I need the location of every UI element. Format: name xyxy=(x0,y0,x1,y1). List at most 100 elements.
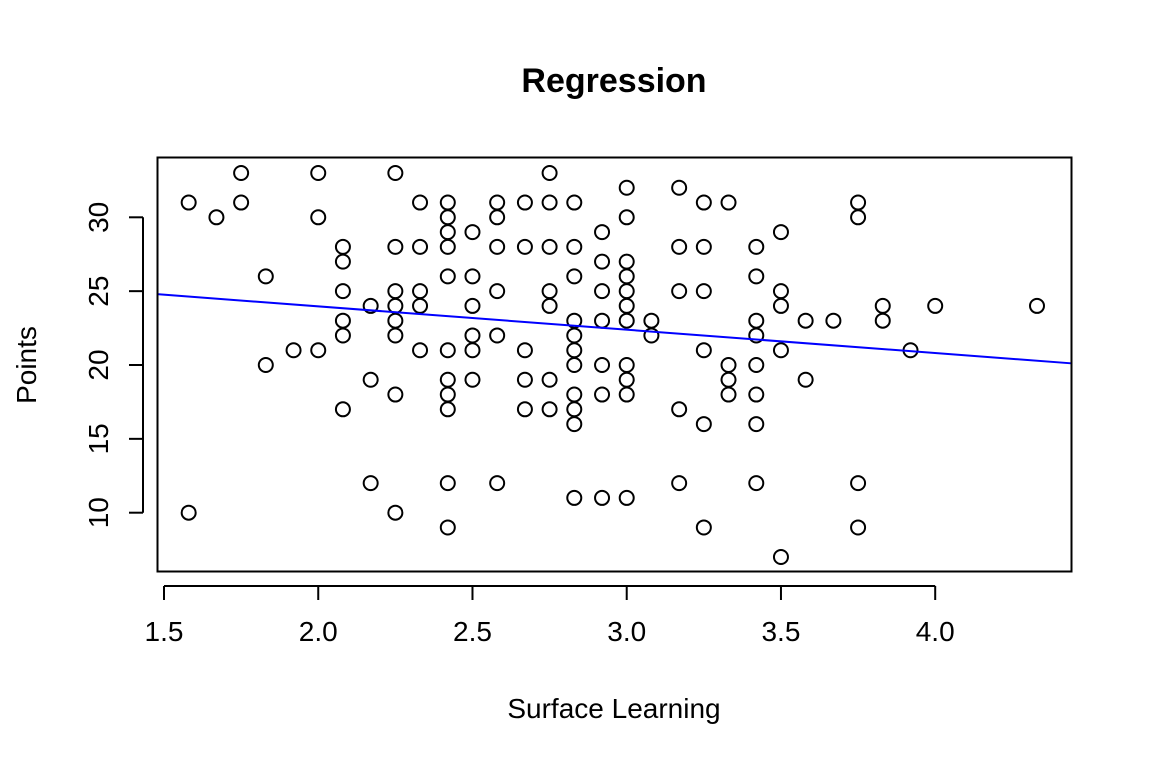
data-point xyxy=(387,165,404,181)
data-point xyxy=(541,371,558,388)
data-point xyxy=(412,283,429,300)
data-point xyxy=(618,371,635,388)
y-tick-label: 25 xyxy=(83,276,114,307)
y-axis-label: Points xyxy=(11,326,42,404)
data-point xyxy=(566,386,583,403)
data-point xyxy=(618,357,635,373)
data-point xyxy=(310,342,327,359)
data-point xyxy=(825,312,842,329)
data-point xyxy=(671,401,688,418)
data-point xyxy=(387,283,404,300)
data-point xyxy=(748,268,765,285)
data-point xyxy=(671,238,688,255)
data-point xyxy=(516,342,533,359)
data-point xyxy=(464,371,481,388)
data-point xyxy=(748,475,765,492)
data-point xyxy=(541,283,558,300)
data-point xyxy=(618,489,635,506)
data-point xyxy=(387,327,404,344)
data-point xyxy=(874,297,891,314)
y-tick-label: 20 xyxy=(83,349,114,380)
data-point xyxy=(772,549,789,565)
data-point xyxy=(671,179,688,196)
regression-line-layer xyxy=(156,293,1072,365)
data-point xyxy=(412,297,429,314)
x-tick-label: 3.5 xyxy=(761,616,800,647)
x-axis: 1.5 2.0 2.5 3.0 3.5 4.0 xyxy=(145,585,955,647)
data-point xyxy=(516,238,533,255)
x-tick-label: 1.5 xyxy=(145,616,184,647)
data-point xyxy=(489,327,506,344)
data-point xyxy=(748,238,765,255)
data-point xyxy=(618,268,635,285)
data-point xyxy=(594,386,611,403)
data-point xyxy=(748,357,765,373)
data-point xyxy=(772,224,789,241)
data-point xyxy=(720,357,737,373)
data-point xyxy=(233,165,250,181)
data-point xyxy=(618,253,635,270)
data-point xyxy=(439,238,456,255)
data-point xyxy=(541,165,558,181)
data-point xyxy=(489,283,506,300)
data-point xyxy=(748,312,765,329)
data-point xyxy=(671,475,688,492)
data-point xyxy=(334,283,351,300)
data-point xyxy=(566,489,583,506)
data-point xyxy=(439,475,456,492)
data-point xyxy=(541,238,558,255)
data-point xyxy=(772,297,789,314)
chart-title: Regression xyxy=(521,62,706,100)
data-point xyxy=(439,194,456,211)
x-tick-label: 2.5 xyxy=(453,616,492,647)
data-point xyxy=(748,327,765,344)
data-point xyxy=(516,401,533,418)
data-point xyxy=(464,224,481,241)
regression-line xyxy=(156,293,1072,365)
data-point xyxy=(850,209,867,226)
data-point xyxy=(208,209,225,226)
data-points xyxy=(180,165,1045,565)
x-tick-label: 2.0 xyxy=(299,616,338,647)
data-point xyxy=(387,504,404,521)
y-tick-label: 15 xyxy=(83,423,114,454)
data-point xyxy=(464,268,481,285)
data-point xyxy=(566,194,583,211)
data-point xyxy=(464,342,481,359)
data-point xyxy=(748,386,765,403)
data-point xyxy=(874,312,891,329)
data-point xyxy=(489,238,506,255)
data-point xyxy=(310,165,327,181)
data-point xyxy=(439,371,456,388)
data-point xyxy=(1029,297,1045,314)
data-point xyxy=(362,475,379,492)
data-point xyxy=(618,283,635,300)
data-point xyxy=(927,297,944,314)
plot-frame xyxy=(156,156,1073,573)
data-point xyxy=(720,194,737,211)
data-point xyxy=(387,312,404,329)
data-point xyxy=(671,283,688,300)
data-point xyxy=(720,386,737,403)
data-point xyxy=(594,224,611,241)
data-point xyxy=(772,283,789,300)
data-point xyxy=(695,194,712,211)
data-point xyxy=(439,401,456,418)
data-point xyxy=(412,194,429,211)
data-point xyxy=(464,297,481,314)
data-point xyxy=(180,194,197,211)
data-point xyxy=(695,342,712,359)
data-point xyxy=(489,209,506,226)
data-point xyxy=(618,179,635,196)
data-point xyxy=(594,253,611,270)
data-point xyxy=(618,209,635,226)
x-tick-label: 3.0 xyxy=(607,616,646,647)
data-point xyxy=(566,327,583,344)
data-point xyxy=(695,238,712,255)
data-point xyxy=(310,209,327,226)
data-point xyxy=(618,386,635,403)
data-point xyxy=(594,357,611,373)
data-point xyxy=(439,386,456,403)
data-point xyxy=(850,519,867,536)
data-point xyxy=(516,194,533,211)
